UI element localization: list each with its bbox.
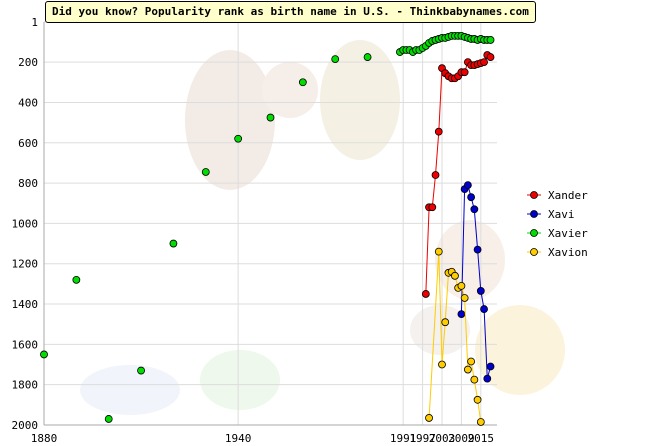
background-blob <box>475 305 565 395</box>
y-tick-label: 1200 <box>12 258 39 271</box>
data-point <box>460 68 469 77</box>
data-point <box>476 418 485 426</box>
y-tick-label: 400 <box>18 96 38 109</box>
background-blob <box>410 305 470 355</box>
series-xavion <box>425 247 485 426</box>
data-point <box>425 414 433 422</box>
data-point <box>463 181 472 189</box>
legend: Xander Xavi Xavier Xavion <box>527 189 588 259</box>
x-tick-label: 1940 <box>225 432 252 445</box>
data-point <box>266 113 275 122</box>
y-tick-label: 200 <box>18 56 38 69</box>
x-tick-label: 2015 <box>468 432 495 445</box>
legend-marker <box>530 210 538 218</box>
data-point <box>486 53 495 61</box>
x-tick-label: 2003 <box>429 432 456 445</box>
axes: 1200400600800100012001400160018002000188… <box>12 16 497 445</box>
data-point <box>431 171 440 179</box>
data-point <box>421 290 430 298</box>
data-point <box>441 318 450 327</box>
chart-title: Did you know? Popularity rank as birth n… <box>45 1 536 23</box>
data-point <box>457 281 466 290</box>
series-xavi <box>457 181 495 383</box>
legend-marker <box>530 191 538 199</box>
x-tick-label: 2009 <box>448 432 475 445</box>
data-point <box>470 205 479 214</box>
data-point <box>298 78 307 87</box>
data-point <box>457 310 466 319</box>
data-point <box>169 239 178 248</box>
data-point <box>460 294 469 302</box>
y-tick-label: 1 <box>31 16 38 29</box>
background-photo <box>80 40 565 415</box>
legend-label: Xavier <box>548 227 588 240</box>
y-tick-label: 1800 <box>12 379 39 392</box>
data-point <box>234 134 243 143</box>
data-point <box>483 374 492 383</box>
data-point <box>476 287 485 295</box>
data-point <box>104 415 113 423</box>
y-tick-label: 600 <box>18 137 38 150</box>
y-tick-label: 2000 <box>12 419 39 432</box>
background-blob <box>262 62 318 118</box>
data-point <box>473 395 482 404</box>
legend-label: Xavi <box>548 208 575 221</box>
legend-item: Xavier <box>527 227 588 240</box>
data-point <box>467 357 476 366</box>
data-point <box>480 305 488 313</box>
data-point <box>331 55 340 63</box>
data-point <box>451 271 459 280</box>
series-xavier <box>40 32 495 423</box>
background-blob <box>435 220 505 300</box>
background-blob <box>185 50 275 190</box>
data-point <box>363 53 372 61</box>
legend-label: Xander <box>548 189 588 202</box>
x-tick-label: 1997 <box>409 432 436 445</box>
series-xander <box>421 51 495 298</box>
data-point <box>470 375 479 384</box>
background-blob <box>200 350 280 410</box>
background-blob <box>320 40 400 160</box>
legend-item: Xavion <box>527 246 588 259</box>
background-blob <box>80 365 180 415</box>
data-point <box>486 36 495 44</box>
data-point <box>473 245 482 254</box>
data-point <box>137 366 145 375</box>
legend-marker <box>530 229 538 237</box>
data-point <box>467 193 476 202</box>
y-tick-label: 800 <box>18 177 38 190</box>
data-point <box>434 127 443 136</box>
legend-item: Xander <box>527 189 588 202</box>
data-point <box>486 362 495 371</box>
data-point <box>201 168 210 176</box>
legend-label: Xavion <box>548 246 588 259</box>
data-point <box>438 360 446 369</box>
legend-marker <box>530 248 538 256</box>
x-tick-label: 1991 <box>390 432 417 445</box>
data-point <box>434 247 443 256</box>
data-point <box>428 203 437 212</box>
y-tick-label: 1400 <box>12 298 39 311</box>
data-point <box>463 365 472 374</box>
y-tick-label: 1600 <box>12 338 39 351</box>
data-point <box>40 350 48 359</box>
data-point <box>72 275 81 284</box>
y-tick-label: 1000 <box>12 217 39 230</box>
x-tick-label: 1880 <box>31 432 58 445</box>
data-point <box>480 58 488 67</box>
series <box>40 32 495 426</box>
legend-item: Xavi <box>527 208 575 221</box>
